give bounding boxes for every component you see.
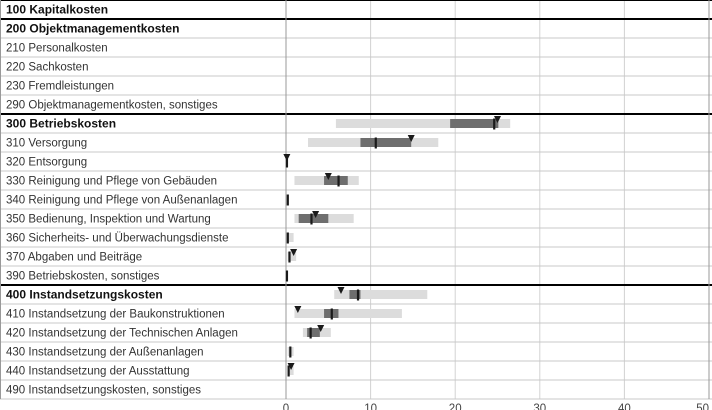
range-bar [287,366,294,375]
marker-triangle [317,325,325,332]
row-label: 320 Entsorgung [6,157,87,169]
marker-triangle [337,287,345,294]
marker-triangle [324,173,332,180]
range-bar [334,290,428,299]
x-tick-label: 40 [618,403,631,410]
marker-triangle [287,363,295,370]
median-tick [285,156,289,168]
median-tick [374,137,377,149]
interquartile-bar [349,290,361,299]
interquartile-bar [307,328,320,337]
range-bar [286,233,294,242]
median-tick [286,194,289,206]
x-tick-label: 0 [283,403,289,410]
interquartile-bar [450,119,499,128]
median-tick [309,327,312,339]
row-label: 440 Instandsetzung der Ausstattung [6,366,190,378]
range-bar [294,309,402,318]
row-label: 300 Betriebskosten [6,117,116,131]
range-bar [335,119,511,128]
marker-triangle [312,211,320,218]
interquartile-bar [360,138,412,147]
x-tick-label: 50 [696,403,709,410]
row-label: 220 Sachkosten [6,62,88,74]
x-tick-label: 20 [449,403,462,410]
median-tick [493,118,496,130]
x-tick-label: 30 [533,403,546,410]
interquartile-bar [298,214,329,223]
median-tick [288,251,291,263]
row-label: 310 Versorgung [6,138,87,150]
marker-triangle [283,154,291,161]
row-label: 200 Objektmanagementkosten [6,22,179,36]
row-label: 330 Reinigung und Pflege von Gebäuden [6,176,217,188]
marker-triangle [294,306,302,313]
row-label: 390 Betriebskosten, sonstiges [6,271,160,283]
x-tick-label: 10 [364,403,377,410]
median-tick [330,308,333,320]
row-label: 420 Instandsetzung der Technischen Anlag… [6,328,238,340]
row-label: 360 Sicherheits- und Überwachungsdienste [6,233,228,245]
row-label: 410 Instandsetzung der Baukonstruktionen [6,309,225,321]
marker-triangle [494,116,501,123]
row-label: 100 Kapitalkosten [6,3,108,17]
row-label: 290 Objektmanagementkosten, sonstiges [6,100,218,112]
row-label: 230 Fremdleistungen [6,81,114,93]
row-label: 490 Instandsetzungskosten, sonstiges [6,385,201,397]
row-label: 340 Reinigung und Pflege von Außenanlage… [6,195,237,207]
row-label: 350 Bedienung, Inspektion und Wartung [6,214,211,226]
marker-triangle [407,135,415,142]
row-label: 400 Instandsetzungskosten [6,288,163,302]
median-tick [287,365,290,377]
interquartile-bar [324,176,348,185]
row-label: 430 Instandsetzung der Außenanlagen [6,347,204,359]
median-tick [337,175,340,187]
median-tick [285,270,289,282]
median-tick [310,213,313,225]
marker-triangle [290,249,298,256]
median-tick [286,232,289,244]
range-bar [287,252,297,261]
row-label: 210 Personalkosten [6,43,108,55]
row-label: 370 Abgaben und Beiträge [6,252,142,264]
median-tick [289,346,292,358]
median-tick [356,289,360,301]
